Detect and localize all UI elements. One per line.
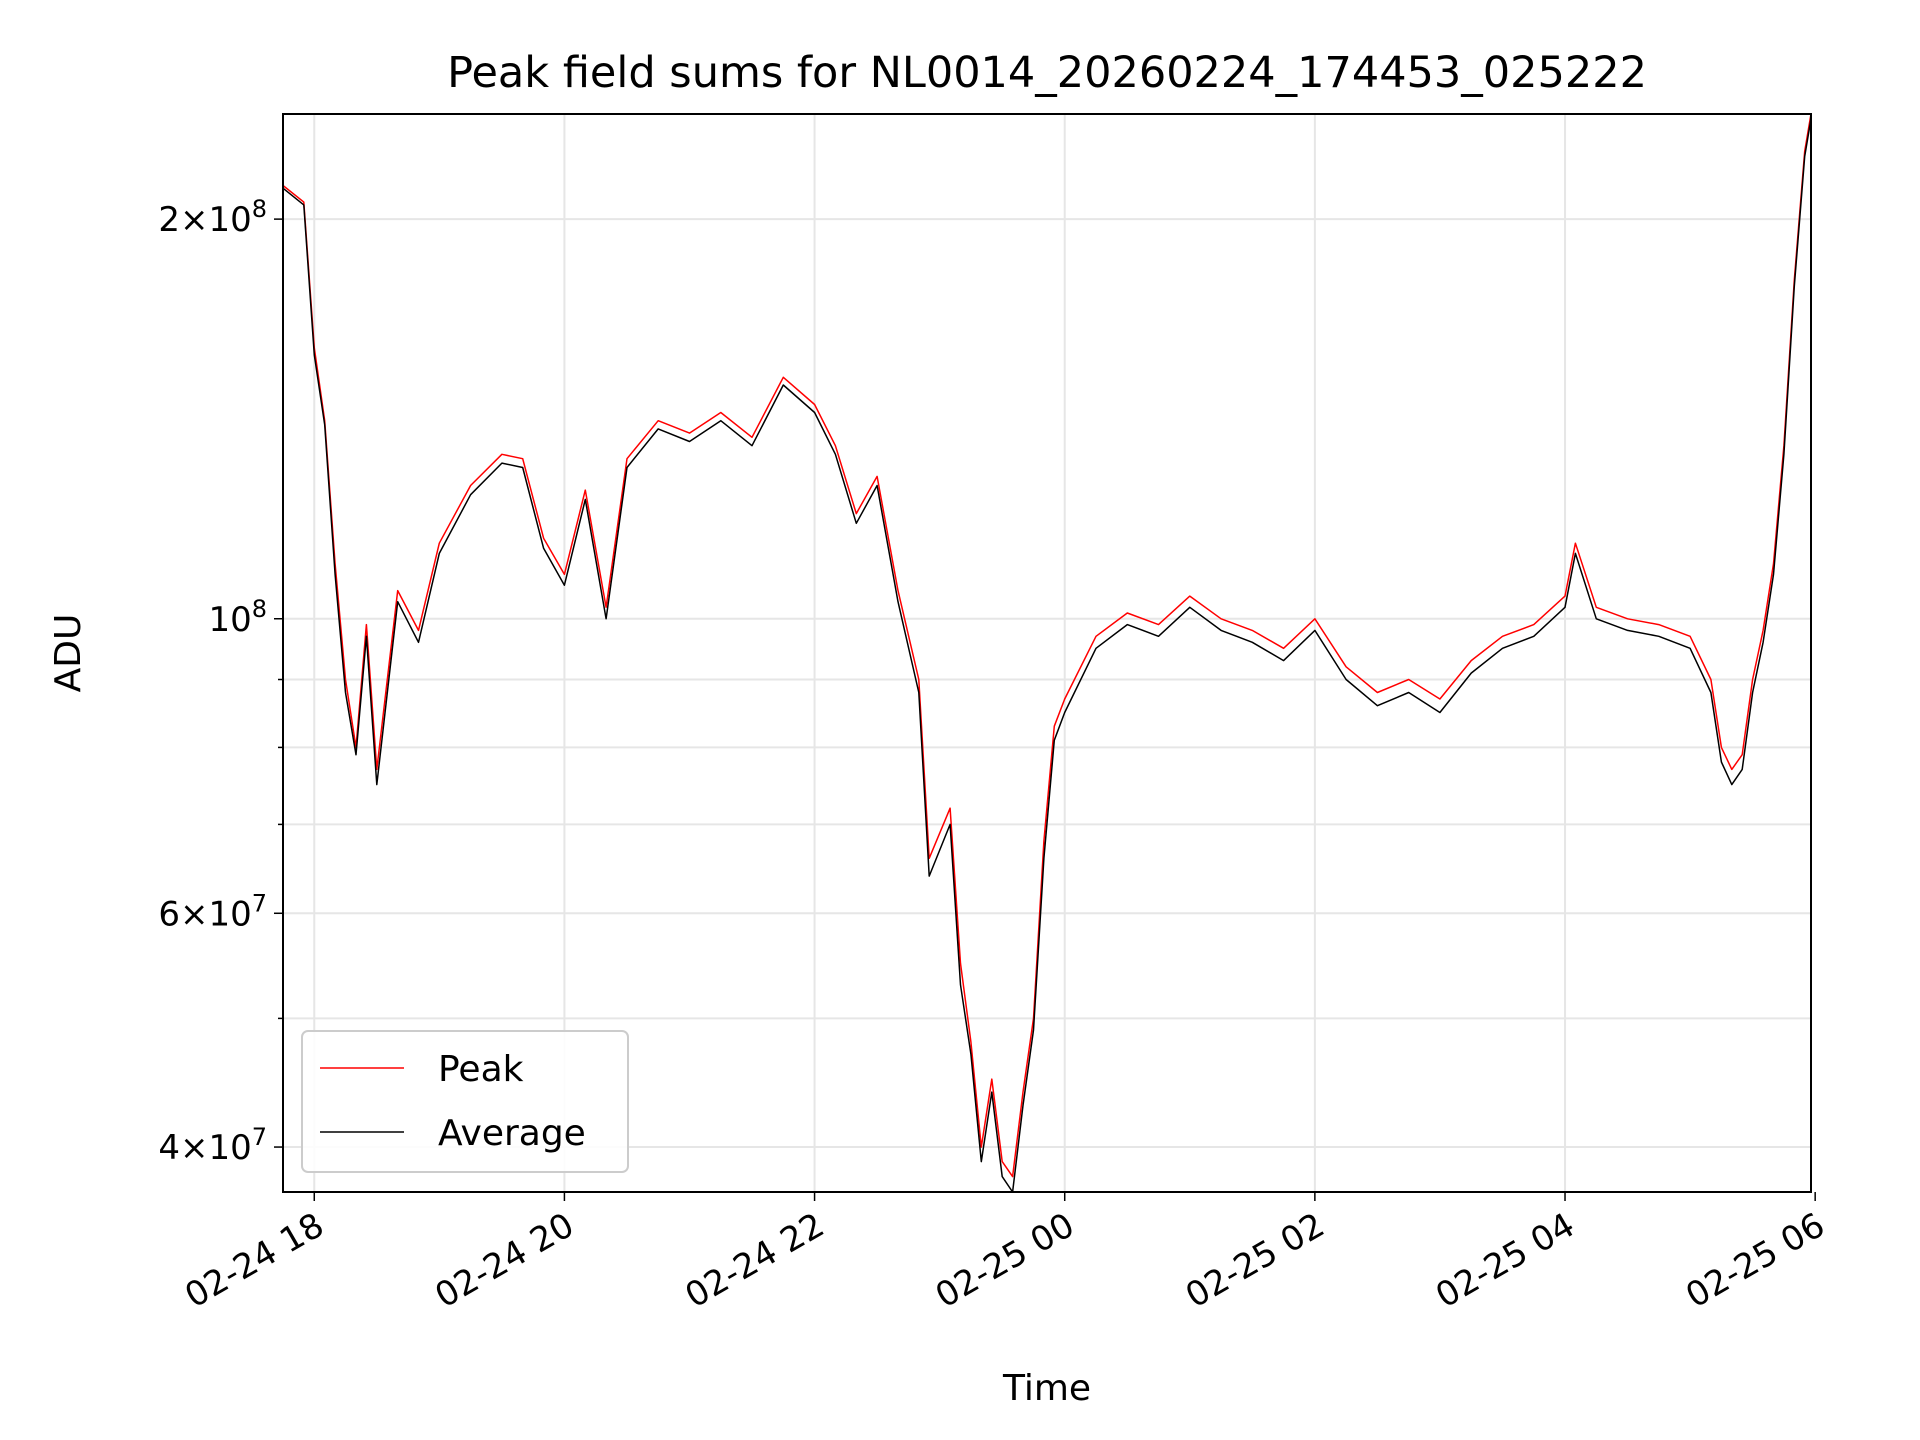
x-axis-label: Time [1002, 1368, 1091, 1409]
x-tick-label-2: 02-24 22 [679, 1205, 831, 1316]
x-tick-label-3: 02-25 00 [929, 1205, 1081, 1316]
plot-frame [282, 113, 1812, 1193]
legend: Peak Average [301, 1030, 629, 1173]
x-tick-label-0: 02-24 18 [178, 1205, 330, 1316]
y-axis-label: ADU [48, 614, 89, 693]
y-axis-ticks: 4×107 6×107 108 2×108 [158, 195, 283, 1168]
legend-box [301, 1030, 629, 1173]
series-line-average [282, 118, 1812, 1193]
x-tick-label-6: 02-25 06 [1679, 1205, 1831, 1316]
chart-title: Peak field sums for NL0014_20260224_1744… [447, 48, 1647, 98]
legend-label-peak: Peak [438, 1049, 524, 1090]
x-tick-label-1: 02-24 20 [429, 1205, 581, 1316]
y-tick-label-3: 2×108 [158, 195, 267, 240]
x-tick-label-4: 02-25 02 [1179, 1205, 1331, 1316]
series-lines [282, 113, 1812, 1193]
y-tick-label-0: 4×107 [158, 1123, 267, 1168]
y-tick-label-1: 6×107 [158, 889, 267, 934]
legend-label-average: Average [438, 1113, 586, 1154]
series-line-peak [282, 113, 1812, 1178]
y-tick-label-2: 108 [208, 595, 267, 640]
x-axis-ticks: 02-24 18 02-24 20 02-24 22 02-25 00 02-25 02… [178, 1192, 1832, 1316]
x-tick-label-5: 02-25 04 [1429, 1205, 1581, 1316]
